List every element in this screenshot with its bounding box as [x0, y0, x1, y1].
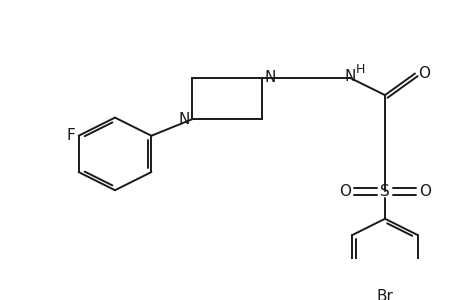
- Text: N: N: [178, 112, 189, 127]
- Text: O: O: [338, 184, 350, 199]
- Text: N: N: [344, 69, 355, 84]
- Text: F: F: [66, 128, 75, 143]
- Text: S: S: [379, 184, 389, 199]
- Text: H: H: [354, 63, 364, 76]
- Text: O: O: [417, 66, 429, 81]
- Text: Br: Br: [376, 289, 392, 300]
- Text: O: O: [418, 184, 430, 199]
- Text: N: N: [264, 70, 275, 85]
